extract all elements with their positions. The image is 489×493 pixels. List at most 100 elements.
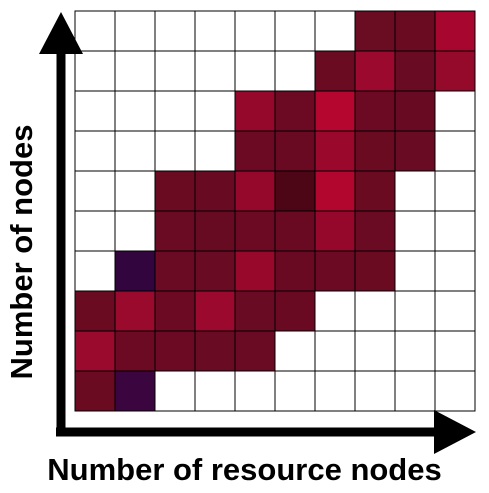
heatmap-cell [234,290,276,332]
heatmap-cell [354,90,396,132]
heatmap-cell-empty [274,330,316,372]
heatmap-cell-empty [114,50,156,92]
heatmap-cell [354,250,396,292]
heatmap-cell [314,90,356,132]
heatmap-cell [74,370,116,412]
heatmap-cells [74,10,476,412]
heatmap-cell-empty [314,10,356,52]
heatmap-cell [314,50,356,92]
heatmap-cell [114,250,156,292]
heatmap-cell-empty [194,130,236,172]
heatmap-cell [154,210,196,252]
x-axis-arrowhead [434,410,476,454]
heatmap-cell [434,50,476,92]
heatmap-cell [234,330,276,372]
heatmap-cell-empty [314,370,356,412]
heatmap-cell-empty [394,370,436,412]
heatmap-cell-empty [274,50,316,92]
heatmap-cell [314,250,356,292]
heatmap-cell-empty [354,370,396,412]
heatmap-cell-empty [114,210,156,252]
heatmap-cell-empty [154,50,196,92]
heatmap-cell-empty [394,290,436,332]
heatmap-cell-empty [154,10,196,52]
heatmap-cell-empty [194,370,236,412]
heatmap-cell-empty [434,130,476,172]
heatmap-cell [74,330,116,372]
heatmap-cell-empty [74,130,116,172]
heatmap-cell [114,370,156,412]
heatmap-cell [354,130,396,172]
heatmap-cell [154,250,196,292]
heatmap-cell [234,170,276,212]
heatmap-cell-empty [314,330,356,372]
heatmap-cell [314,210,356,252]
heatmap-cell-empty [434,370,476,412]
heatmap-cell [274,290,316,332]
heatmap-cell [394,130,436,172]
heatmap-cell-empty [394,250,436,292]
heatmap-cell [274,90,316,132]
heatmap-cell-empty [154,370,196,412]
heatmap-cell [354,50,396,92]
heatmap-cell [354,10,396,52]
heatmap-cell-empty [194,90,236,132]
heatmap-cell [154,330,196,372]
heatmap-cell-empty [74,210,116,252]
heatmap-cell [114,330,156,372]
heatmap-cell [114,290,156,332]
heatmap-cell-empty [434,90,476,132]
axes [39,12,476,454]
heatmap-cell-empty [434,210,476,252]
heatmap-cell-empty [354,290,396,332]
heatmap-cell-empty [194,50,236,92]
heatmap-cell [394,50,436,92]
heatmap-cell-empty [154,130,196,172]
heatmap-cell [154,170,196,212]
heatmap-cell [234,90,276,132]
heatmap-cell [194,330,236,372]
heatmap-cell-empty [354,330,396,372]
heatmap-cell-empty [434,250,476,292]
heatmap-cell [274,170,316,212]
heatmap-cell-empty [234,50,276,92]
heatmap-cell-empty [74,10,116,52]
heatmap-cell-empty [434,170,476,212]
heatmap-cell-empty [154,90,196,132]
heatmap-cell-empty [194,10,236,52]
heatmap-cell-empty [234,370,276,412]
y-axis-label: Number of nodes [4,124,39,380]
heatmap-cell [314,170,356,212]
heatmap-cell [394,90,436,132]
heatmap-cell-empty [274,10,316,52]
heatmap-cell-empty [394,170,436,212]
heatmap-cell-empty [114,10,156,52]
heatmap-cell [194,250,236,292]
y-axis-arrowhead [39,12,83,54]
heatmap-cell [434,10,476,52]
heatmap-cell-empty [314,290,356,332]
heatmap-cell [154,290,196,332]
heatmap-cell-empty [114,170,156,212]
heatmap-cell-empty [114,90,156,132]
heatmap-cell-empty [74,90,116,132]
heatmap-cell [234,250,276,292]
heatmap-cell-empty [114,130,156,172]
heatmap-cell [74,290,116,332]
x-axis-label: Number of resource nodes [47,452,442,487]
heatmap-cell [194,290,236,332]
heatmap-cell-empty [434,330,476,372]
heatmap-cell [314,130,356,172]
heatmap-cell [274,210,316,252]
heatmap-cell-empty [394,330,436,372]
heatmap-cell-empty [74,170,116,212]
heatmap-cell [354,210,396,252]
heatmap-cell-empty [394,210,436,252]
heatmap-cell-empty [74,50,116,92]
heatmap-cell [354,170,396,212]
heatmap-cell [234,130,276,172]
heatmap-cell [274,130,316,172]
heatmap-cell [194,210,236,252]
heatmap-cell [274,250,316,292]
